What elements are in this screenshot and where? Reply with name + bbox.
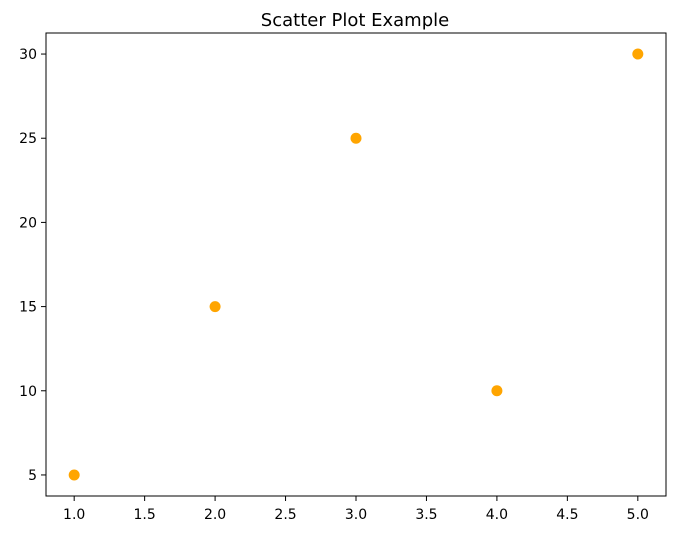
- x-tick-label: 2.5: [274, 507, 296, 523]
- scatter-point: [209, 301, 221, 313]
- scatter-point: [350, 132, 362, 144]
- x-tick-label: 1.0: [63, 507, 85, 523]
- y-tick-label: 30: [19, 47, 37, 63]
- scatter-points: [68, 48, 644, 481]
- scatter-point: [632, 48, 644, 60]
- x-tick-label: 2.0: [204, 507, 226, 523]
- x-tick-label: 3.0: [345, 507, 367, 523]
- x-axis: 1.0 1.5 2.0 2.5 3.0 3.5 4.0 4.5 5.0: [63, 496, 649, 523]
- y-axis: 5 10 15 20 25 30: [19, 47, 46, 484]
- x-tick-label: 4.0: [486, 507, 508, 523]
- y-tick-label: 25: [19, 131, 37, 147]
- x-tick-label: 4.5: [556, 507, 578, 523]
- x-tick-label: 1.5: [134, 507, 156, 523]
- y-tick-label: 10: [19, 384, 37, 400]
- x-tick-label: 3.5: [415, 507, 437, 523]
- y-tick-label: 15: [19, 300, 37, 316]
- x-tick-label: 5.0: [627, 507, 649, 523]
- scatter-point: [491, 385, 503, 397]
- y-tick-label: 5: [28, 468, 37, 484]
- plot-area-frame: [45, 32, 667, 497]
- scatter-point: [68, 469, 80, 481]
- chart-title: Scatter Plot Example: [261, 10, 449, 31]
- y-tick-label: 20: [19, 215, 37, 231]
